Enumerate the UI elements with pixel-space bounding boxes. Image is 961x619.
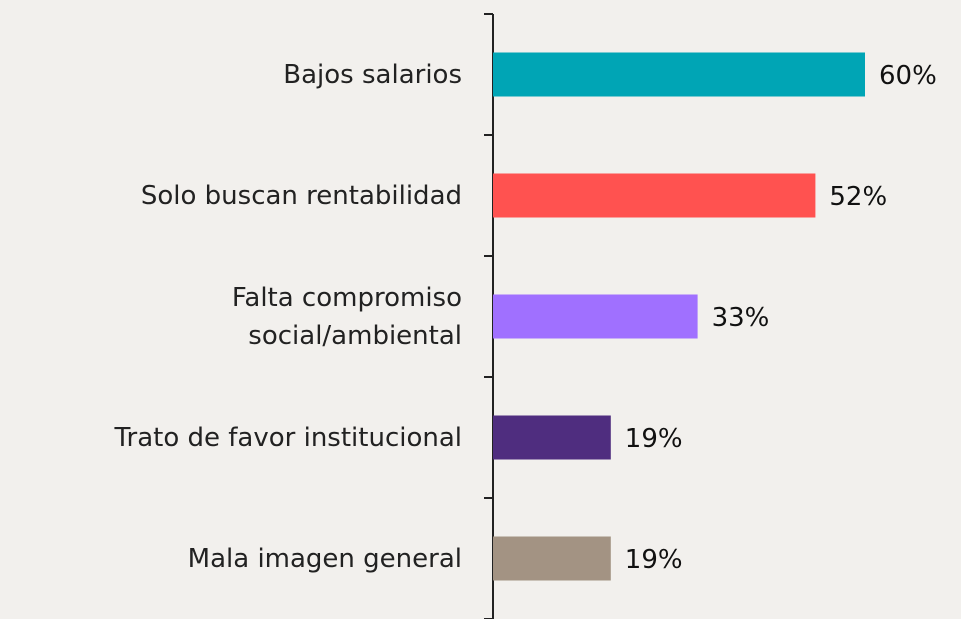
- category-label: Mala imagen general: [187, 543, 462, 574]
- value-label: 52%: [829, 182, 887, 212]
- value-label: 19%: [625, 424, 683, 454]
- bar: [493, 173, 816, 218]
- category-label: Falta compromiso social/ambiental: [231, 282, 462, 351]
- bar: [493, 294, 698, 339]
- bar: [493, 415, 611, 460]
- category-label: Trato de favor institucional: [114, 422, 462, 453]
- value-label: 33%: [712, 303, 770, 333]
- bar: [493, 536, 611, 581]
- value-label: 19%: [625, 545, 683, 575]
- category-label: Bajos salarios: [283, 59, 462, 90]
- category-label: Solo buscan rentabilidad: [140, 180, 462, 211]
- value-label: 60%: [879, 61, 937, 91]
- bar: [493, 52, 865, 97]
